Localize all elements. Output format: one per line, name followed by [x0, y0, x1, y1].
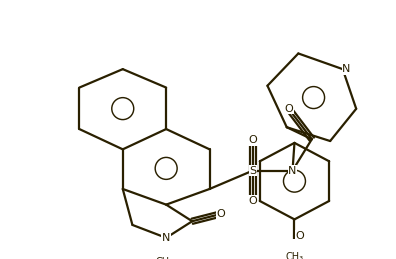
Text: O: O: [249, 196, 257, 206]
Text: N: N: [288, 166, 297, 176]
Text: O: O: [217, 209, 226, 219]
Text: CH₃: CH₃: [155, 257, 173, 259]
Text: O: O: [296, 231, 305, 241]
Text: N: N: [162, 233, 170, 243]
Text: O: O: [249, 135, 257, 145]
Text: CH₃: CH₃: [286, 252, 303, 259]
Text: N: N: [342, 64, 351, 74]
Text: S: S: [249, 166, 257, 176]
Text: O: O: [284, 104, 293, 114]
